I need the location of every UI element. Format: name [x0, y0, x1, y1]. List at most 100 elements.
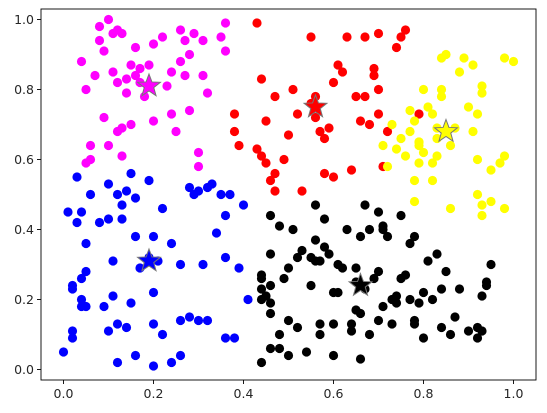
data-point	[373, 28, 384, 39]
data-point	[360, 91, 370, 102]
data-point	[427, 158, 438, 168]
data-point	[351, 263, 361, 273]
data-point	[189, 28, 199, 39]
data-point	[279, 154, 289, 165]
y-tick-label: 0.2	[14, 292, 34, 307]
data-point	[418, 84, 429, 95]
data-point	[265, 175, 276, 186]
data-point	[310, 200, 321, 210]
data-point	[342, 32, 352, 42]
data-point	[427, 109, 438, 119]
centroid-star	[136, 247, 162, 272]
data-point	[360, 32, 370, 42]
data-point	[328, 77, 339, 88]
data-point	[130, 231, 141, 242]
data-point	[472, 333, 483, 343]
data-point	[103, 179, 114, 189]
data-point	[297, 245, 307, 256]
data-point	[274, 329, 285, 340]
data-point	[261, 116, 271, 126]
centroid-star	[136, 72, 162, 97]
data-point	[270, 91, 280, 102]
data-point	[274, 343, 285, 354]
data-point	[166, 67, 177, 77]
data-point	[108, 291, 118, 301]
data-point	[67, 333, 78, 343]
data-point	[94, 21, 105, 32]
data-point	[157, 32, 168, 42]
data-point	[459, 53, 469, 63]
data-point	[391, 144, 402, 154]
data-point	[328, 172, 339, 182]
data-point	[238, 200, 249, 210]
data-point	[418, 147, 429, 158]
data-point	[216, 189, 226, 200]
data-point	[144, 60, 154, 70]
data-point	[405, 126, 415, 137]
y-tick-label: 0.0	[14, 362, 34, 377]
y-tick-label: 1.0	[14, 12, 34, 27]
data-point	[324, 249, 334, 259]
data-point	[477, 210, 487, 221]
data-point	[99, 46, 109, 56]
data-point	[256, 74, 267, 84]
data-point	[193, 147, 204, 158]
data-point	[463, 102, 474, 112]
data-point	[270, 186, 280, 196]
data-point	[445, 329, 456, 340]
data-point	[409, 116, 420, 126]
data-point	[175, 259, 186, 270]
data-point	[265, 298, 276, 308]
data-point	[391, 42, 402, 53]
data-point	[328, 350, 339, 361]
data-point	[126, 298, 136, 308]
data-point	[283, 350, 294, 361]
data-point	[261, 158, 271, 168]
data-point	[432, 249, 442, 259]
data-point	[72, 217, 82, 228]
data-point	[418, 333, 429, 343]
data-point	[94, 35, 105, 46]
data-point	[315, 256, 325, 266]
data-point	[103, 14, 114, 25]
data-point	[180, 35, 190, 46]
data-point	[94, 217, 105, 228]
data-point	[472, 154, 483, 165]
data-point	[400, 25, 411, 35]
data-point	[130, 42, 141, 53]
data-point	[369, 70, 379, 81]
data-point	[117, 28, 127, 39]
data-point	[216, 32, 226, 42]
data-point	[180, 70, 190, 81]
data-point	[355, 354, 366, 364]
data-point	[265, 249, 276, 259]
data-point	[117, 123, 127, 133]
y-tick-label: 0.4	[14, 222, 34, 237]
data-point	[90, 70, 100, 81]
data-point	[103, 326, 114, 336]
data-point	[400, 270, 411, 280]
data-point	[76, 294, 87, 305]
data-point	[499, 203, 510, 214]
data-point	[126, 119, 136, 130]
data-point	[184, 312, 195, 322]
data-point	[396, 133, 406, 144]
data-point	[486, 165, 496, 175]
data-point	[477, 200, 487, 210]
data-point	[333, 287, 343, 298]
data-point	[175, 25, 186, 35]
data-point	[148, 231, 159, 242]
data-point	[306, 280, 316, 291]
data-point	[265, 343, 276, 354]
data-point	[81, 301, 91, 312]
data-point	[81, 238, 91, 249]
data-point	[157, 203, 168, 214]
data-point	[463, 326, 474, 336]
data-point	[166, 109, 177, 119]
data-point	[148, 319, 159, 329]
y-tick-label: 0.8	[14, 82, 34, 97]
data-point	[81, 158, 91, 168]
data-point	[324, 123, 334, 133]
data-point	[220, 333, 231, 343]
data-point	[81, 266, 91, 277]
